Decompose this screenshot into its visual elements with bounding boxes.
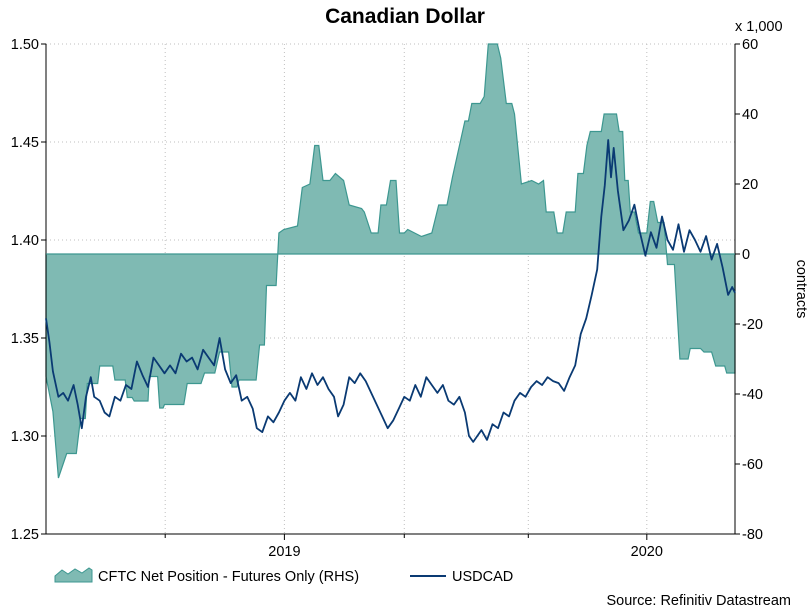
right-tick-label-4: -20 xyxy=(742,317,763,333)
x-tick-label-0: 2019 xyxy=(268,544,300,560)
left-tick-label-0: 1.50 xyxy=(11,37,39,53)
right-tick-label-5: -40 xyxy=(742,387,763,403)
left-tick-label-3: 1.35 xyxy=(11,331,39,347)
left-tick-label-5: 1.25 xyxy=(11,527,39,543)
x-axis: 2019 2020 xyxy=(164,534,663,560)
series-usdcad-line xyxy=(45,139,736,443)
right-tick-label-0: 60 xyxy=(742,37,758,53)
left-tick-label-2: 1.40 xyxy=(11,233,39,249)
legend-label-cftc: CFTC Net Position - Futures Only (RHS) xyxy=(98,569,359,585)
source-note: Source: Refinitiv Datastream xyxy=(606,593,791,608)
plot-frame xyxy=(45,44,736,535)
chart-title: Canadian Dollar xyxy=(325,5,485,28)
right-tick-label-1: 40 xyxy=(742,107,758,123)
right-tick-label-7: -80 xyxy=(742,527,763,543)
right-tick-label-3: 0 xyxy=(742,247,750,263)
x-tick-label-1: 2020 xyxy=(631,544,663,560)
right-axis-unit: x 1,000 xyxy=(735,19,783,35)
legend-swatch-cftc xyxy=(54,567,93,583)
left-tick-label-1: 1.45 xyxy=(11,135,39,151)
legend-label-usdcad: USDCAD xyxy=(452,569,513,585)
right-tick-label-6: -60 xyxy=(742,457,763,473)
left-axis: 1.50 1.45 1.40 1.35 1.30 1.25 xyxy=(11,37,46,543)
legend: CFTC Net Position - Futures Only (RHS) U… xyxy=(54,567,513,585)
right-axis-label: contracts xyxy=(793,260,809,319)
right-tick-label-2: 20 xyxy=(742,177,758,193)
left-tick-label-4: 1.30 xyxy=(11,429,39,445)
right-axis: 60 40 20 0 -20 -40 -60 -80 xyxy=(735,37,763,543)
series-cftc-area xyxy=(45,43,736,479)
